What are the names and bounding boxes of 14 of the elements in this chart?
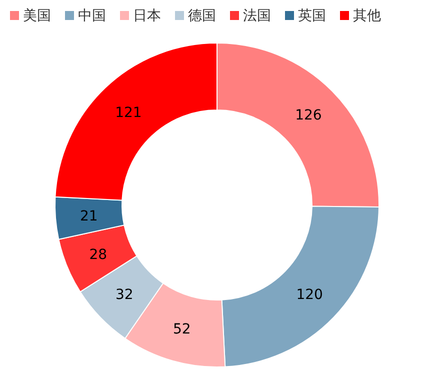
data-label: 126 [295,108,322,124]
legend-label: 美国 [23,8,51,24]
data-label: 21 [80,208,98,224]
data-label: 121 [115,104,142,121]
data-label: 32 [116,287,134,304]
data-label: 120 [296,287,323,304]
legend-label: 法国 [243,8,271,24]
data-label: 28 [89,246,108,263]
legend-label: 德国 [188,8,216,24]
data-label: 52 [173,322,191,338]
legend-label: 日本 [133,8,161,24]
legend-label: 中国 [78,8,106,24]
legend-label: 其他 [353,8,381,24]
legend-label: 英国 [298,8,326,24]
